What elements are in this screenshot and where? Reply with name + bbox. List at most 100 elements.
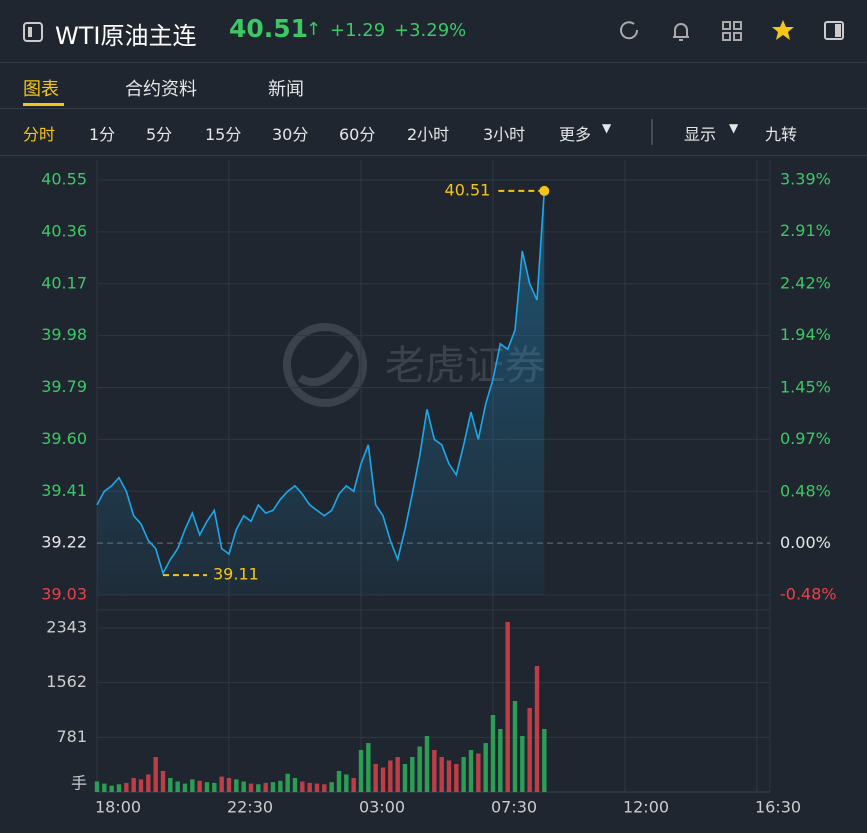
title: WTI原油主连 (55, 22, 197, 50)
caret: ▼ (729, 121, 739, 135)
refresh-icon[interactable] (620, 21, 639, 40)
period[interactable]: 显示 (684, 125, 717, 144)
volume-bar (278, 780, 283, 792)
price: 40.51 (229, 14, 309, 43)
layout-icon[interactable] (824, 21, 844, 40)
y2-tick-label: 1.94% (780, 325, 831, 344)
volume-bar (424, 736, 430, 792)
toolbar (620, 20, 844, 41)
tab[interactable]: 合约资料 (125, 79, 197, 100)
period[interactable]: 2小时 (407, 125, 450, 144)
volume-bar (285, 773, 290, 792)
separator (651, 119, 653, 145)
period[interactable]: 30分 (272, 125, 309, 144)
y-tick-label: 40.55 (41, 170, 87, 189)
tab[interactable]: 图表 (23, 79, 59, 100)
volume-bar (102, 783, 107, 792)
volume-bar (146, 774, 151, 792)
header: WTI原油主连 40.51 ↑ +1.29 +3.29% (0, 0, 867, 63)
volume-bar (212, 782, 217, 792)
volume-bar (175, 781, 180, 792)
panel-icon[interactable] (23, 22, 43, 42)
volume-bar (410, 757, 415, 792)
bell-icon[interactable] (673, 23, 689, 41)
volume-bar (204, 782, 210, 792)
y-tick-label: 39.22 (41, 533, 87, 552)
volume-bar (124, 782, 129, 792)
period[interactable]: 九转 (765, 125, 798, 144)
grid-icon[interactable] (722, 21, 742, 41)
volume-bar (483, 743, 488, 792)
volume-bar (190, 779, 195, 792)
volume-bar (94, 781, 100, 792)
volume-bar (505, 621, 510, 792)
y-tick-label: 1562 (46, 672, 87, 691)
volume-bar (292, 778, 298, 792)
last-point (539, 185, 550, 196)
volume-bar (256, 784, 261, 792)
volume-bar (329, 782, 334, 792)
x-tick-label: 22:30 (227, 798, 273, 817)
period[interactable]: 15分 (205, 125, 242, 144)
y2-tick-label: 0.48% (780, 482, 831, 501)
y-tick-label: 39.60 (41, 429, 87, 448)
period[interactable]: 更多 (559, 125, 592, 144)
volume-bar (366, 743, 371, 792)
y2-tick-label: -0.48% (780, 585, 837, 604)
star-icon[interactable] (772, 20, 794, 40)
tab[interactable]: 新闻 (268, 79, 304, 100)
y-tick-label: 40.17 (41, 273, 87, 292)
x-tick-label: 03:00 (359, 798, 405, 817)
volume-bar (432, 750, 437, 792)
x-tick-label: 18:00 (95, 798, 141, 817)
volume-bar (439, 757, 444, 792)
volume-bar (468, 750, 474, 792)
tab-bar: 图表 合约资料 新闻 (0, 63, 867, 109)
x-tick-label: 16:30 (755, 798, 801, 817)
period[interactable]: 1分 (89, 125, 116, 144)
period[interactable]: 分时 (23, 125, 56, 144)
last-label: 40.51 (445, 180, 491, 199)
volume-bar (322, 784, 327, 792)
y-tick-label: 39.03 (41, 585, 87, 604)
volume-bar (395, 757, 400, 792)
volume-bar (168, 778, 173, 792)
arrow: ↑ (306, 19, 322, 40)
y-tick-label: 781 (56, 727, 87, 746)
volume-bar (234, 779, 239, 792)
volume-bar (116, 784, 122, 792)
period[interactable]: 60分 (339, 125, 376, 144)
volume-bar (219, 776, 224, 792)
y-tick-label: 39.41 (41, 481, 87, 500)
volume-bar (131, 778, 136, 792)
volume-bar (527, 708, 532, 792)
volume-bar (153, 757, 158, 792)
volume-bar (336, 771, 342, 792)
y2-tick-label: 2.42% (780, 274, 831, 293)
period[interactable]: 3小时 (483, 125, 526, 144)
area-fill (97, 190, 545, 595)
y-tick-label: 39.79 (41, 377, 87, 396)
y-tick-label: 39.98 (41, 325, 87, 344)
volume-bar (138, 779, 144, 792)
volume-bar (417, 746, 422, 792)
change-pct: +3.29% (394, 20, 467, 41)
volume-bar (512, 701, 518, 792)
y-tick-label: 40.36 (41, 221, 87, 240)
volume-bar (314, 783, 320, 792)
volume-bar (461, 757, 466, 792)
volume-bar (160, 771, 166, 792)
volume-bar (388, 760, 393, 792)
volume-bar (534, 666, 540, 792)
volume-bar (454, 764, 459, 792)
tab-underline (23, 103, 64, 106)
period[interactable]: 5分 (146, 125, 173, 144)
volume-bar (182, 783, 188, 792)
price-line (96, 190, 546, 576)
volume-bar (197, 780, 202, 792)
volume-bar (351, 778, 356, 792)
volume-bar (248, 783, 254, 792)
period-bar: 分时 1分 5分 15分 30分 60分 2小时 3小时 更多 ▼ 显示 ▼ 九… (0, 109, 867, 156)
x-tick-label: 07:30 (491, 798, 537, 817)
